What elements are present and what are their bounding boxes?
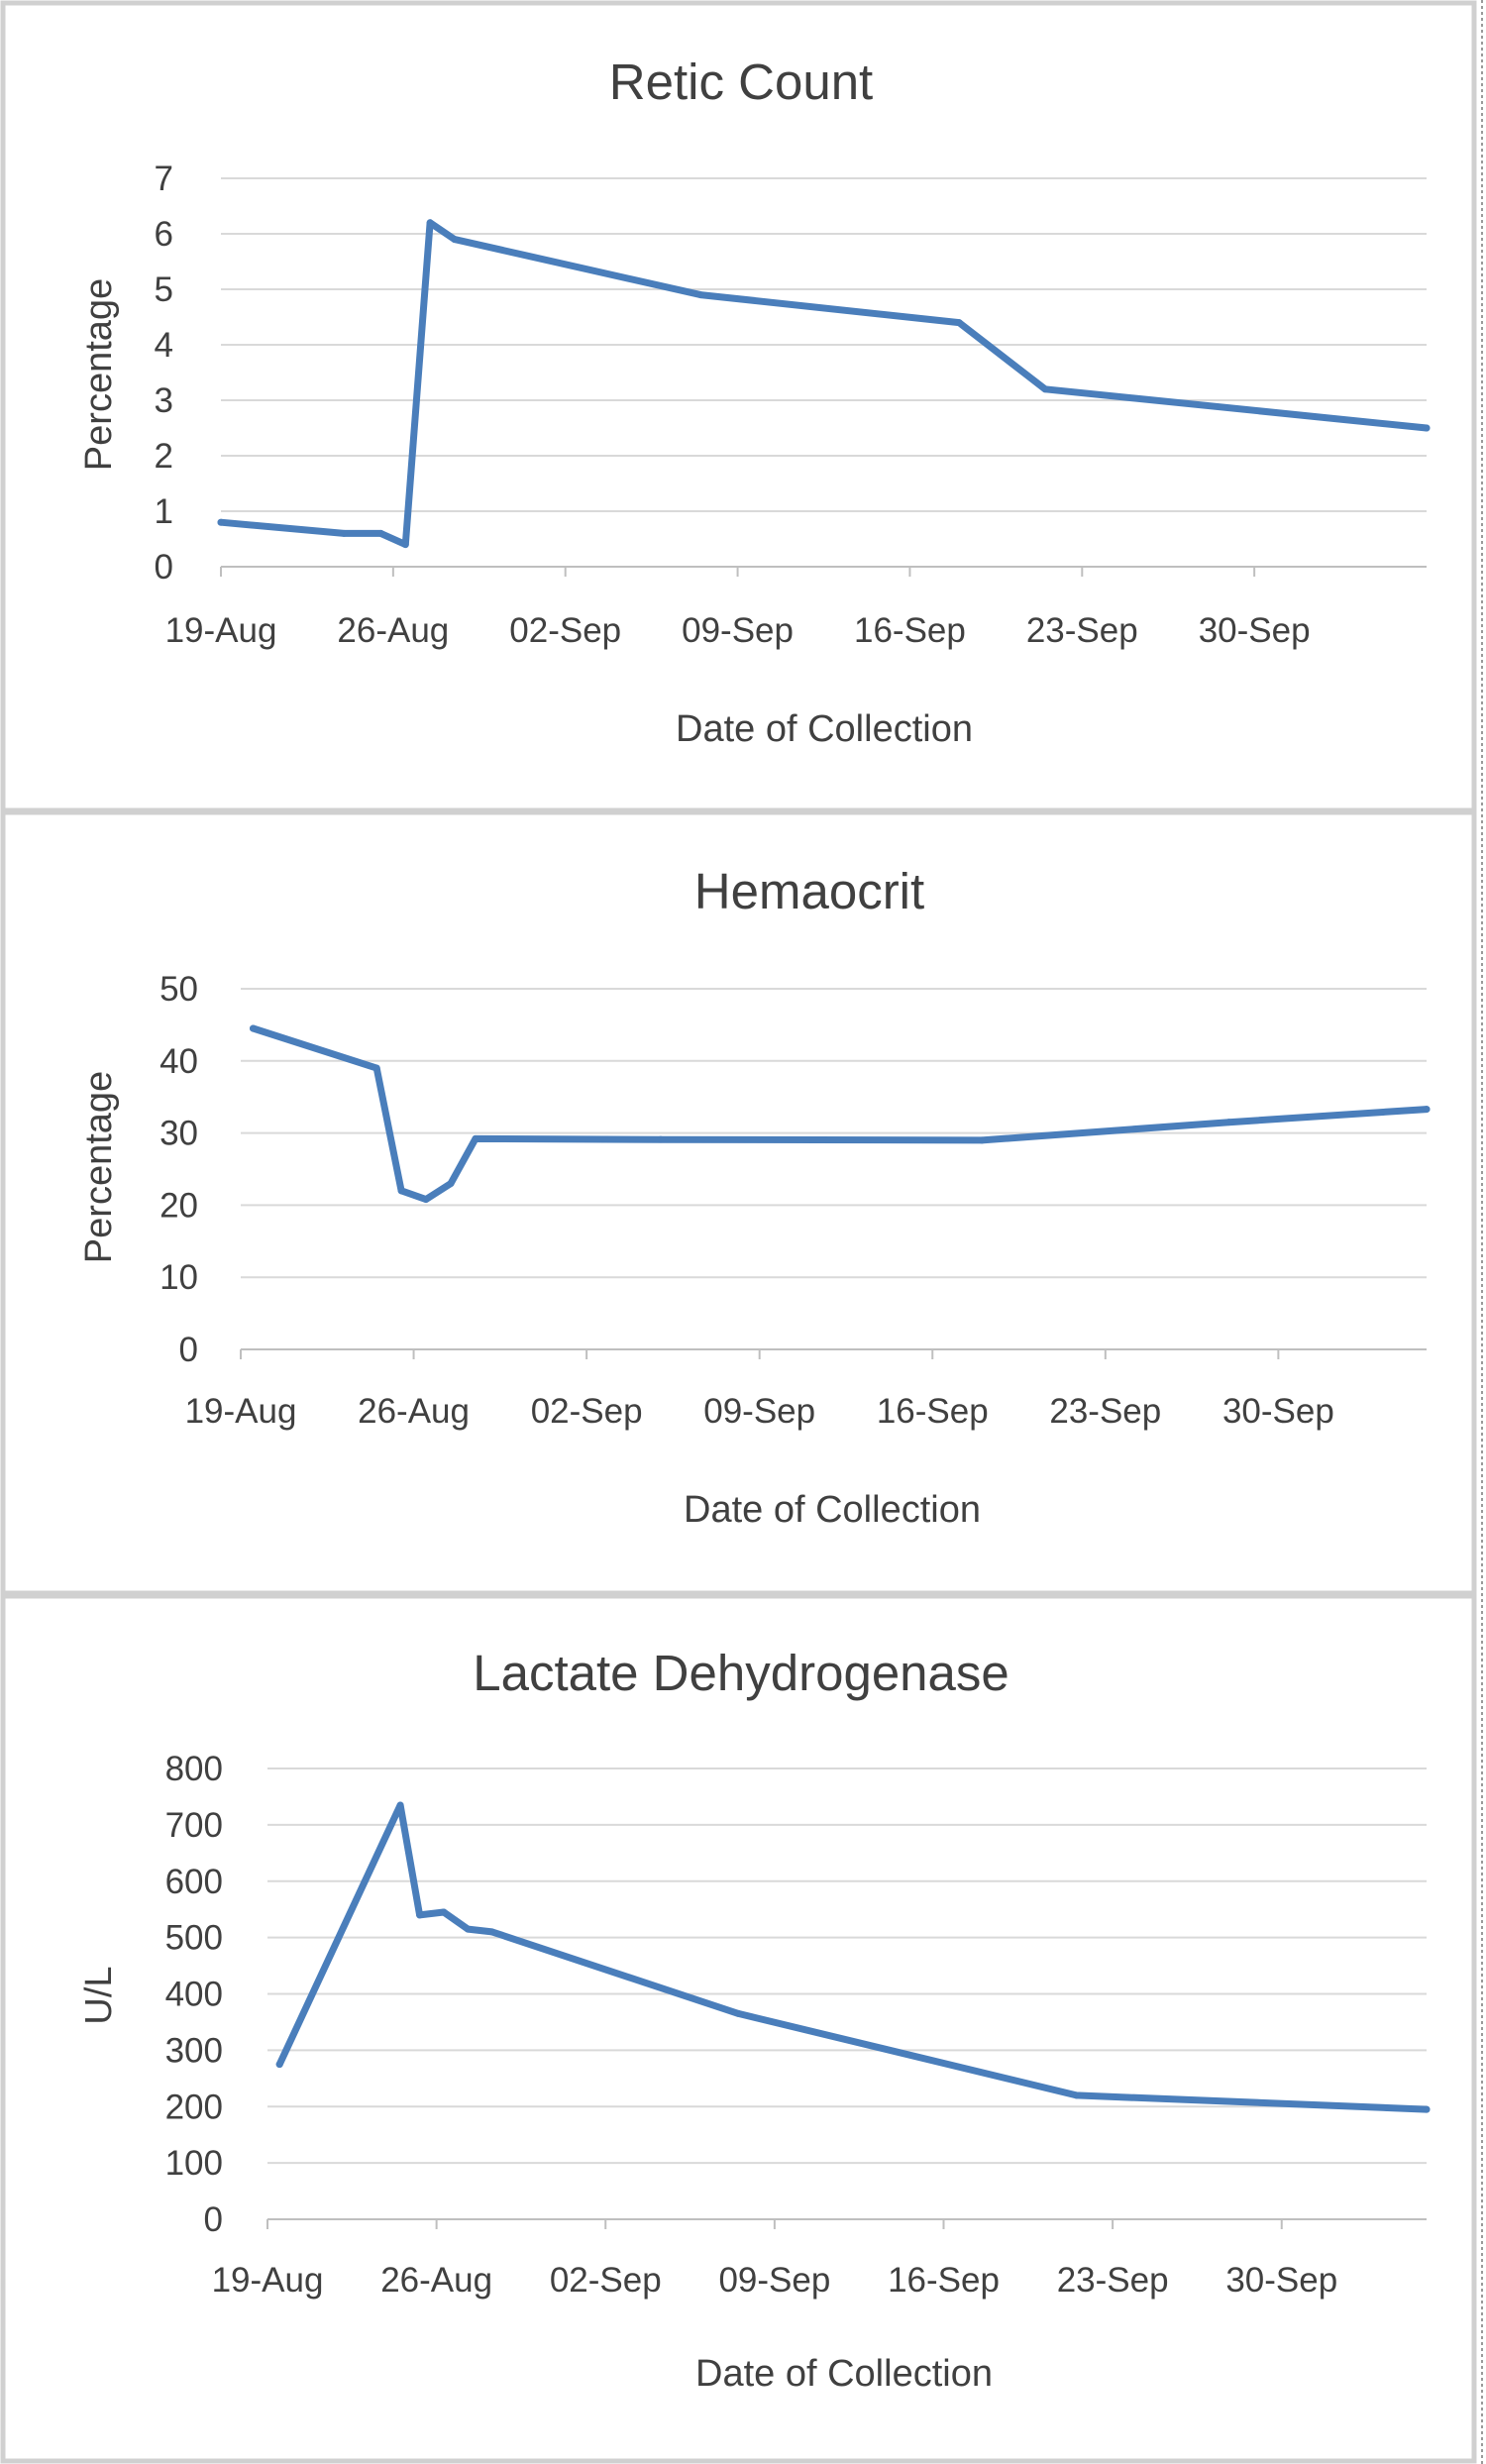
chart-lactate-dehydrogenase-y-tick-label: 300 — [165, 2031, 223, 2070]
chart-lactate-dehydrogenase-data-point: 19-Aug: 275 — [275, 2061, 283, 2069]
chart-hemaocrit-y-tick-label: 40 — [159, 1042, 198, 1081]
chart-retic-count-y-tick-label: 3 — [155, 381, 173, 420]
chart-retic-count-x-tick-label: 19-Aug — [165, 611, 277, 650]
chart-lactate-dehydrogenase-y-tick-label: 400 — [165, 1976, 223, 2014]
chart-retic-count-x-tick-label: 02-Sep — [509, 611, 621, 650]
chart-hemaocrit-x-tick-label: 26-Aug — [358, 1392, 470, 1431]
chart-retic-count-series-line — [217, 219, 1431, 549]
chart-lactate-dehydrogenase-data-point: 27-Aug: 515 — [464, 1925, 472, 1933]
chart-retic-count-data-point: 27-Aug: 6.2 — [426, 219, 434, 227]
chart-hemaocrit-data-point: 27-Sep: 31.5 — [1225, 1119, 1232, 1126]
chart-retic-count-x-tick-label: 23-Sep — [1026, 611, 1138, 650]
chart-hemaocrit-x-tick-label: 23-Sep — [1049, 1392, 1161, 1431]
chart-retic-count-data-point: 26-Aug: 0.4 — [401, 541, 409, 549]
chart-retic-count-y-axis-label: Percentage — [78, 278, 120, 471]
chart-lactate-dehydrogenase-y-tick-label: 500 — [165, 1919, 223, 1958]
chart-retic-count-data-point: 17-Sep: 4.4 — [955, 319, 963, 327]
chart-retic-count-y-tick-label: 2 — [155, 437, 173, 476]
chart-hemaocrit-y-tick-label: 50 — [159, 970, 198, 1009]
chart-hemaocrit-data-point: 19-Aug: 44.5 — [249, 1024, 257, 1032]
chart-hemaocrit-title: Hemaocrit — [694, 863, 924, 919]
chart-retic-count-data-point: 28-Aug: 5.9 — [451, 236, 459, 244]
chart-hemaocrit-y-tick-label: 30 — [159, 1115, 198, 1153]
chart-hemaocrit-data-point: 25-Aug: 22 — [397, 1187, 405, 1195]
chart-lactate-dehydrogenase-title: Lactate Dehydrogenase — [473, 1645, 1009, 1701]
chart-retic-count: Retic Count Date of Collection Percentag… — [0, 0, 1477, 813]
chart-lactate-dehydrogenase-data-point: 24-Aug: 735 — [396, 1801, 404, 1809]
chart-retic-count-x-tick-label: 09-Sep — [682, 611, 794, 650]
chart-lactate-dehydrogenase-plot: 0 100 200 300 400 500 600 700 800 19-Aug 26-Aug 02-… — [165, 1750, 1431, 2300]
chart-retic-count-y-tick-label: 1 — [155, 492, 173, 531]
chart-lactate-dehydrogenase-x-tick-label: 16-Sep — [888, 2261, 1000, 2300]
chart-hemaocrit-y-tick-label: 0 — [179, 1331, 198, 1369]
chart-lactate-dehydrogenase-y-tick-label: 600 — [165, 1863, 223, 1901]
chart-retic-count-x-tick-label: 30-Sep — [1199, 611, 1311, 650]
chart-retic-count-plot: 0 1 2 3 4 5 6 7 19-Aug 26-Aug 02-Sep 09-Sep 16-Sep 23… — [155, 160, 1431, 650]
chart-lactate-dehydrogenase-x-axis-label: Date of Collection — [695, 2353, 993, 2395]
chart-hemaocrit-data-point: 04-Sep: 29.1 — [657, 1135, 665, 1143]
chart-hemaocrit-x-tick-label: 02-Sep — [531, 1392, 643, 1431]
chart-retic-count-data-point: 19-Aug: 0.8 — [217, 518, 225, 526]
chart-lactate-dehydrogenase-x-tick-label: 26-Aug — [380, 2261, 492, 2300]
chart-lactate-dehydrogenase-data-point: 21-Sep: 220 — [1073, 2091, 1081, 2099]
chart-lactate-dehydrogenase-x-tick-label: 09-Sep — [718, 2261, 830, 2300]
chart-hemaocrit-data-point: 28-Aug: 29.2 — [472, 1134, 479, 1142]
chart-retic-count-y-tick-label: 6 — [155, 215, 173, 254]
chart-hemaocrit: Hemaocrit Date of Collection Percentage … — [0, 809, 1477, 1596]
chart-hemaocrit-x-tick-label: 16-Sep — [877, 1392, 989, 1431]
chart-lactate-dehydrogenase-data-point: 28-Aug: 510 — [488, 1928, 496, 1936]
chart-hemaocrit-data-point: 17-Sep: 29 — [978, 1136, 986, 1144]
chart-hemaocrit-x-tick-label: 19-Aug — [185, 1392, 297, 1431]
chart-retic-count-data-point: 21-Sep: 3.2 — [1041, 385, 1049, 393]
chart-retic-count-x-axis-label: Date of Collection — [676, 708, 973, 750]
chart-retic-count-y-tick-label: 0 — [155, 548, 173, 587]
chart-lactate-dehydrogenase-x-tick-label: 19-Aug — [212, 2261, 324, 2300]
chart-lactate-dehydrogenase-y-tick-label: 700 — [165, 1806, 223, 1845]
chart-hemaocrit-data-point: 24-Aug: 39 — [372, 1064, 380, 1072]
chart-lactate-dehydrogenase-y-tick-label: 0 — [204, 2200, 223, 2239]
chart-hemaocrit-x-axis-label: Date of Collection — [684, 1489, 981, 1531]
chart-lactate-dehydrogenase-x-tick-label: 02-Sep — [550, 2261, 662, 2300]
chart-retic-count-x-tick-label: 26-Aug — [337, 611, 449, 650]
chart-retic-count-title: Retic Count — [609, 54, 873, 110]
chart-lactate-dehydrogenase-data-point: 05-Oct: 195 — [1423, 2105, 1431, 2113]
chart-lactate-dehydrogenase-y-tick-label: 100 — [165, 2144, 223, 2183]
chart-hemaocrit-x-tick-label: 30-Sep — [1222, 1392, 1334, 1431]
chart-lactate-dehydrogenase: Lactate Dehydrogenase Date of Collection… — [0, 1593, 1477, 2464]
chart-hemaocrit-y-tick-label: 10 — [159, 1258, 198, 1297]
chart-hemaocrit-data-point: 26-Aug: 20.8 — [422, 1196, 430, 1204]
chart-hemaocrit-x-tick-label: 09-Sep — [703, 1392, 815, 1431]
chart-lactate-dehydrogenase-y-axis-label: U/L — [78, 1966, 120, 2024]
chart-hemaocrit-series-line — [250, 1024, 1431, 1204]
chart-retic-count-y-tick-label: 5 — [155, 270, 173, 309]
chart-hemaocrit-y-tick-label: 20 — [159, 1186, 198, 1225]
chart-lactate-dehydrogenase-y-tick-label: 800 — [165, 1750, 223, 1788]
chart-lactate-dehydrogenase-data-point: 26-Aug: 545 — [440, 1908, 448, 1916]
chart-retic-count-data-point: 24-Aug: 0.6 — [340, 529, 348, 537]
chart-retic-count-y-tick-label: 4 — [155, 326, 173, 365]
chart-retic-count-data-point: 06-Oct: 2.5 — [1423, 424, 1431, 432]
chart-lactate-dehydrogenase-x-tick-label: 23-Sep — [1057, 2261, 1169, 2300]
chart-lactate-dehydrogenase-y-tick-label: 200 — [165, 2088, 223, 2126]
chart-lactate-dehydrogenase-x-tick-label: 30-Sep — [1225, 2261, 1337, 2300]
chart-hemaocrit-border — [0, 809, 1477, 1596]
chart-retic-count-x-tick-label: 16-Sep — [854, 611, 966, 650]
chart-lactate-dehydrogenase-data-point: 07-Sep: 365 — [734, 2009, 742, 2017]
chart-lactate-dehydrogenase-border — [0, 1593, 1477, 2464]
chart-retic-count-data-point: 07-Sep: 4.9 — [696, 291, 704, 299]
chart-lactate-dehydrogenase-data-point: 25-Aug: 540 — [416, 1911, 424, 1919]
chart-hemaocrit-data-point: 27-Aug: 23 — [447, 1180, 455, 1188]
chart-retic-count-data-point: 25-Aug: 0.6 — [376, 529, 384, 537]
chart-hemaocrit-y-axis-label: Percentage — [78, 1071, 120, 1263]
chart-hemaocrit-data-point: 05-Oct: 33.3 — [1423, 1106, 1431, 1114]
chart-hemaocrit-plot: 0 10 20 30 40 50 19-Aug 26-Aug 02-Sep 09-Sep 16-Se… — [159, 970, 1431, 1431]
chart-retic-count-y-tick-label: 7 — [155, 160, 173, 198]
